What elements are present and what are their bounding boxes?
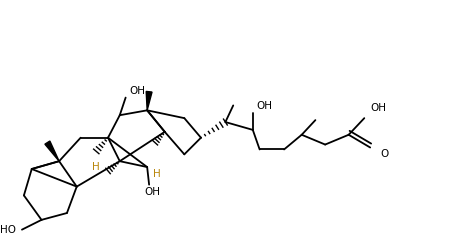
Text: OH: OH bbox=[257, 101, 273, 111]
Polygon shape bbox=[45, 141, 59, 161]
Polygon shape bbox=[146, 91, 152, 110]
Text: H: H bbox=[153, 169, 161, 179]
Text: HO: HO bbox=[0, 225, 16, 235]
Text: OH: OH bbox=[144, 187, 160, 196]
Text: OH: OH bbox=[129, 86, 146, 96]
Text: H: H bbox=[92, 162, 100, 172]
Text: OH: OH bbox=[370, 103, 386, 113]
Text: O: O bbox=[380, 149, 388, 159]
